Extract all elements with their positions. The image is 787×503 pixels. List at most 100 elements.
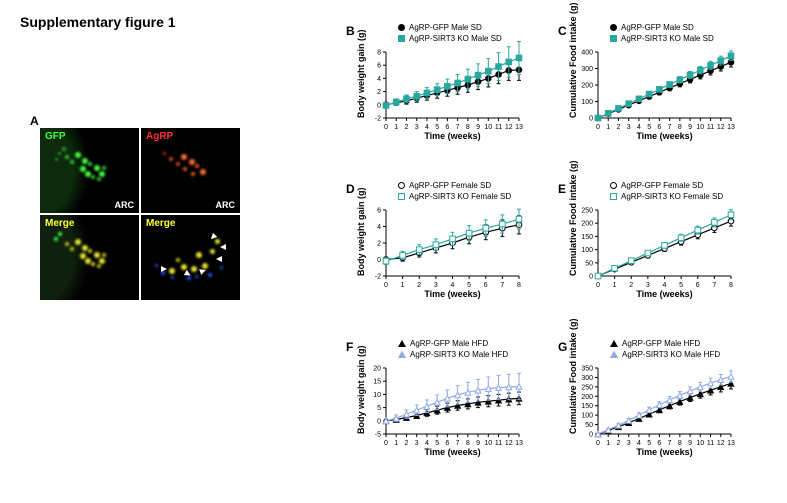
legend-item: AgRP-SIRT3 KO Male SD: [398, 33, 502, 44]
svg-text:4: 4: [451, 282, 455, 289]
arrow-icon: [220, 244, 226, 250]
svg-text:200: 200: [581, 83, 593, 90]
micrograph-cell: GFP ARC: [40, 128, 139, 213]
svg-text:9: 9: [688, 124, 692, 131]
x-axis-label: Time (weeks): [386, 447, 519, 457]
svg-text:8: 8: [678, 124, 682, 131]
panel-letter: B: [346, 24, 355, 38]
svg-text:10: 10: [484, 440, 492, 447]
panel-letter: G: [558, 340, 567, 354]
svg-text:8: 8: [517, 282, 521, 289]
panel-letter: E: [558, 182, 566, 196]
svg-text:7: 7: [456, 124, 460, 131]
svg-text:0: 0: [384, 124, 388, 131]
chart-panel-g: GAgRP-GFP Male HFDAgRP-SIRT3 KO Male HFD…: [562, 344, 737, 460]
y-axis-label: Body weight gain (g): [356, 52, 366, 118]
svg-text:13: 13: [515, 124, 523, 131]
svg-text:300: 300: [581, 66, 593, 73]
legend-label: AgRP-GFP Male SD: [409, 22, 482, 33]
svg-text:6: 6: [657, 124, 661, 131]
svg-text:2: 2: [417, 282, 421, 289]
x-axis-label: Time (weeks): [598, 447, 731, 457]
svg-text:2: 2: [629, 282, 633, 289]
svg-text:100: 100: [581, 247, 593, 254]
svg-text:15: 15: [373, 379, 381, 386]
svg-text:1: 1: [394, 124, 398, 131]
legend-label: AgRP-SIRT3 KO Female SD: [621, 191, 723, 202]
svg-text:250: 250: [581, 208, 593, 215]
legend-marker-icon: [610, 35, 617, 42]
svg-text:0: 0: [384, 282, 388, 289]
legend-item: AgRP-SIRT3 KO Female SD: [610, 191, 723, 202]
svg-text:10: 10: [696, 124, 704, 131]
svg-text:7: 7: [456, 440, 460, 447]
svg-text:4: 4: [637, 440, 641, 447]
panel-a-micrograph-grid: GFPARCAgRPARCMergeMerge: [40, 128, 240, 300]
panel-letter: F: [346, 340, 353, 354]
legend-label: AgRP-SIRT3 KO Male SD: [409, 33, 502, 44]
svg-text:1: 1: [401, 282, 405, 289]
x-axis-label: Time (weeks): [598, 289, 731, 299]
chart-legend: AgRP-GFP Female SDAgRP-SIRT3 KO Female S…: [610, 180, 723, 202]
legend-item: AgRP-GFP Male HFD: [398, 338, 508, 349]
micrograph-channel-label: GFP: [45, 131, 66, 142]
svg-text:200: 200: [581, 394, 593, 401]
legend-marker-icon: [610, 24, 617, 31]
svg-text:13: 13: [727, 124, 735, 131]
legend-marker-icon: [610, 340, 618, 347]
y-axis-label: Cumulative Food intake (g): [568, 210, 578, 276]
legend-item: AgRP-GFP Female SD: [610, 180, 723, 191]
arrow-icon: [183, 270, 191, 278]
legend-item: AgRP-GFP Female SD: [398, 180, 511, 191]
svg-text:300: 300: [581, 375, 593, 382]
legend-label: AgRP-SIRT3 KO Male SD: [621, 33, 714, 44]
legend-label: AgRP-GFP Female SD: [621, 180, 703, 191]
legend-item: AgRP-GFP Male SD: [398, 22, 502, 33]
svg-text:5: 5: [679, 282, 683, 289]
legend-label: AgRP-GFP Male HFD: [622, 338, 700, 349]
chart-panel-c: CAgRP-GFP Male SDAgRP-SIRT3 KO Male SD01…: [562, 28, 737, 144]
svg-text:10: 10: [696, 440, 704, 447]
svg-text:0: 0: [589, 274, 593, 281]
svg-text:8: 8: [729, 282, 733, 289]
legend-item: AgRP-GFP Male SD: [610, 22, 714, 33]
svg-text:7: 7: [500, 282, 504, 289]
svg-text:6: 6: [377, 63, 381, 70]
legend-label: AgRP-GFP Male SD: [621, 22, 694, 33]
svg-text:9: 9: [476, 440, 480, 447]
svg-text:0: 0: [384, 440, 388, 447]
legend-label: AgRP-GFP Male HFD: [410, 338, 488, 349]
micrograph-cell: Merge: [40, 215, 139, 300]
figure-title: Supplementary figure 1: [20, 14, 176, 30]
panel-letter: C: [558, 24, 567, 38]
legend-marker-icon: [610, 193, 617, 200]
legend-item: AgRP-SIRT3 KO Male HFD: [398, 349, 508, 360]
legend-label: AgRP-SIRT3 KO Female SD: [409, 191, 511, 202]
chart-legend: AgRP-GFP Male SDAgRP-SIRT3 KO Male SD: [610, 22, 714, 44]
svg-text:6: 6: [445, 124, 449, 131]
svg-text:20: 20: [373, 366, 381, 373]
svg-text:5: 5: [647, 124, 651, 131]
svg-text:13: 13: [727, 440, 735, 447]
legend-item: AgRP-SIRT3 KO Female SD: [398, 191, 511, 202]
legend-marker-icon: [398, 351, 406, 358]
svg-text:1: 1: [606, 440, 610, 447]
svg-text:8: 8: [678, 440, 682, 447]
legend-marker-icon: [398, 24, 405, 31]
svg-text:13: 13: [515, 440, 523, 447]
svg-text:12: 12: [717, 124, 725, 131]
legend-item: AgRP-GFP Male HFD: [610, 338, 720, 349]
micrograph-channel-label: AgRP: [146, 131, 173, 142]
svg-text:400: 400: [581, 50, 593, 57]
svg-text:5: 5: [647, 440, 651, 447]
micrograph-region-label: ARC: [115, 200, 135, 210]
chart-svg: 050100150200250300350012345678910111213: [562, 344, 737, 460]
y-axis-label: Body weight gain (g): [356, 368, 366, 434]
svg-text:10: 10: [373, 392, 381, 399]
svg-text:9: 9: [688, 440, 692, 447]
svg-text:6: 6: [657, 440, 661, 447]
svg-text:8: 8: [466, 124, 470, 131]
svg-text:11: 11: [495, 440, 502, 447]
svg-text:0: 0: [596, 124, 600, 131]
chart-panel-b: BAgRP-GFP Male SDAgRP-SIRT3 KO Male SD-2…: [350, 28, 525, 144]
